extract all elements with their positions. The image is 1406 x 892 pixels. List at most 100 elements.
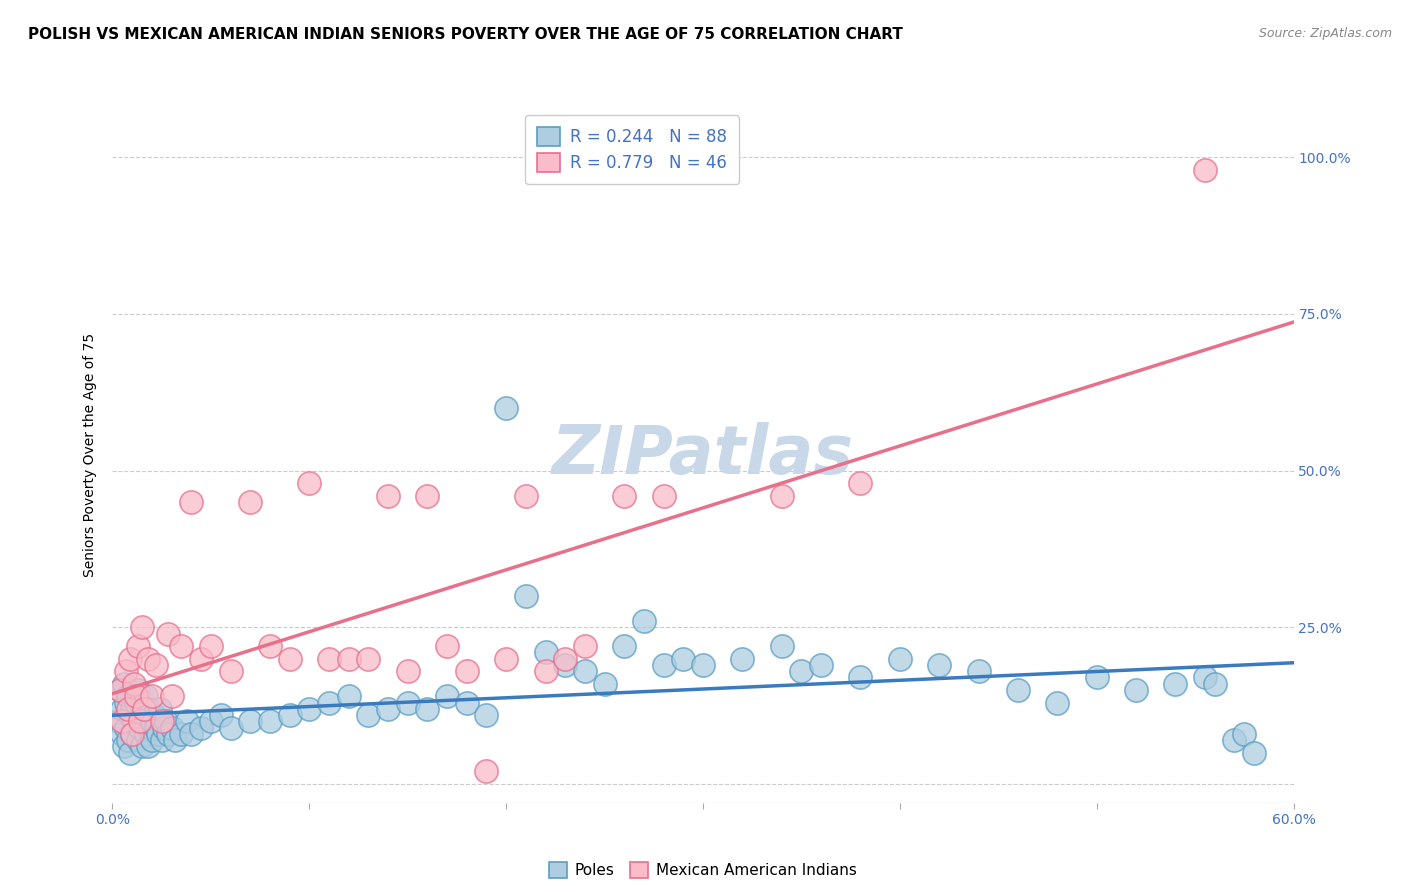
- Point: [239, 714, 262, 729]
- Point: [141, 690, 163, 704]
- Point: [534, 664, 557, 678]
- Point: [1164, 676, 1187, 690]
- Point: [613, 489, 636, 503]
- Point: [176, 714, 198, 729]
- Point: [122, 714, 145, 729]
- Point: [436, 639, 458, 653]
- Point: [475, 764, 498, 779]
- Point: [475, 708, 498, 723]
- Point: [672, 651, 695, 665]
- Point: [456, 664, 478, 678]
- Point: [155, 714, 177, 729]
- Point: [136, 702, 159, 716]
- Point: [149, 702, 172, 716]
- Y-axis label: Seniors Poverty Over the Age of 75: Seniors Poverty Over the Age of 75: [83, 333, 97, 577]
- Point: [436, 690, 458, 704]
- Point: [110, 683, 132, 698]
- Point: [298, 702, 321, 716]
- Point: [145, 721, 167, 735]
- Point: [132, 702, 155, 716]
- Point: [115, 721, 138, 735]
- Legend: Poles, Mexican American Indians: Poles, Mexican American Indians: [541, 855, 865, 886]
- Point: [1194, 670, 1216, 684]
- Point: [731, 651, 754, 665]
- Point: [156, 626, 179, 640]
- Point: [121, 702, 143, 716]
- Point: [125, 696, 148, 710]
- Point: [574, 639, 596, 653]
- Point: [790, 664, 813, 678]
- Point: [111, 702, 134, 716]
- Point: [142, 708, 165, 723]
- Point: [219, 721, 242, 735]
- Point: [1233, 727, 1256, 741]
- Point: [152, 721, 174, 735]
- Text: POLISH VS MEXICAN AMERICAN INDIAN SENIORS POVERTY OVER THE AGE OF 75 CORRELATION: POLISH VS MEXICAN AMERICAN INDIAN SENIOR…: [28, 27, 903, 42]
- Point: [574, 664, 596, 678]
- Point: [534, 645, 557, 659]
- Point: [170, 639, 193, 653]
- Point: [849, 670, 872, 684]
- Point: [112, 739, 135, 754]
- Point: [209, 708, 232, 723]
- Point: [131, 620, 153, 634]
- Point: [377, 702, 399, 716]
- Point: [117, 690, 139, 704]
- Point: [456, 696, 478, 710]
- Point: [129, 714, 152, 729]
- Point: [554, 651, 576, 665]
- Point: [141, 714, 163, 729]
- Point: [889, 651, 911, 665]
- Point: [131, 739, 153, 754]
- Point: [278, 651, 301, 665]
- Point: [170, 727, 193, 741]
- Point: [131, 708, 153, 723]
- Point: [200, 714, 222, 729]
- Point: [318, 696, 340, 710]
- Point: [1125, 683, 1147, 698]
- Point: [115, 696, 138, 710]
- Point: [1223, 733, 1246, 747]
- Point: [849, 476, 872, 491]
- Point: [145, 657, 167, 672]
- Point: [120, 746, 142, 760]
- Point: [125, 690, 148, 704]
- Point: [1046, 696, 1069, 710]
- Point: [135, 727, 157, 741]
- Point: [1243, 746, 1265, 760]
- Point: [416, 489, 439, 503]
- Point: [593, 676, 616, 690]
- Point: [554, 657, 576, 672]
- Point: [357, 651, 380, 665]
- Point: [117, 702, 139, 716]
- Point: [377, 489, 399, 503]
- Point: [190, 651, 212, 665]
- Point: [259, 714, 281, 729]
- Point: [122, 676, 145, 690]
- Point: [1194, 162, 1216, 177]
- Text: ZIPatlas: ZIPatlas: [553, 422, 853, 488]
- Point: [132, 714, 155, 729]
- Point: [110, 683, 132, 698]
- Point: [160, 690, 183, 704]
- Point: [515, 489, 537, 503]
- Point: [156, 727, 179, 741]
- Point: [770, 639, 793, 653]
- Point: [613, 639, 636, 653]
- Point: [111, 714, 134, 729]
- Point: [135, 690, 157, 704]
- Point: [396, 664, 419, 678]
- Point: [259, 639, 281, 653]
- Point: [239, 495, 262, 509]
- Point: [190, 721, 212, 735]
- Point: [146, 727, 169, 741]
- Point: [337, 651, 360, 665]
- Point: [120, 651, 142, 665]
- Point: [928, 657, 950, 672]
- Point: [633, 614, 655, 628]
- Point: [200, 639, 222, 653]
- Point: [160, 721, 183, 735]
- Point: [127, 733, 149, 747]
- Point: [219, 664, 242, 678]
- Point: [692, 657, 714, 672]
